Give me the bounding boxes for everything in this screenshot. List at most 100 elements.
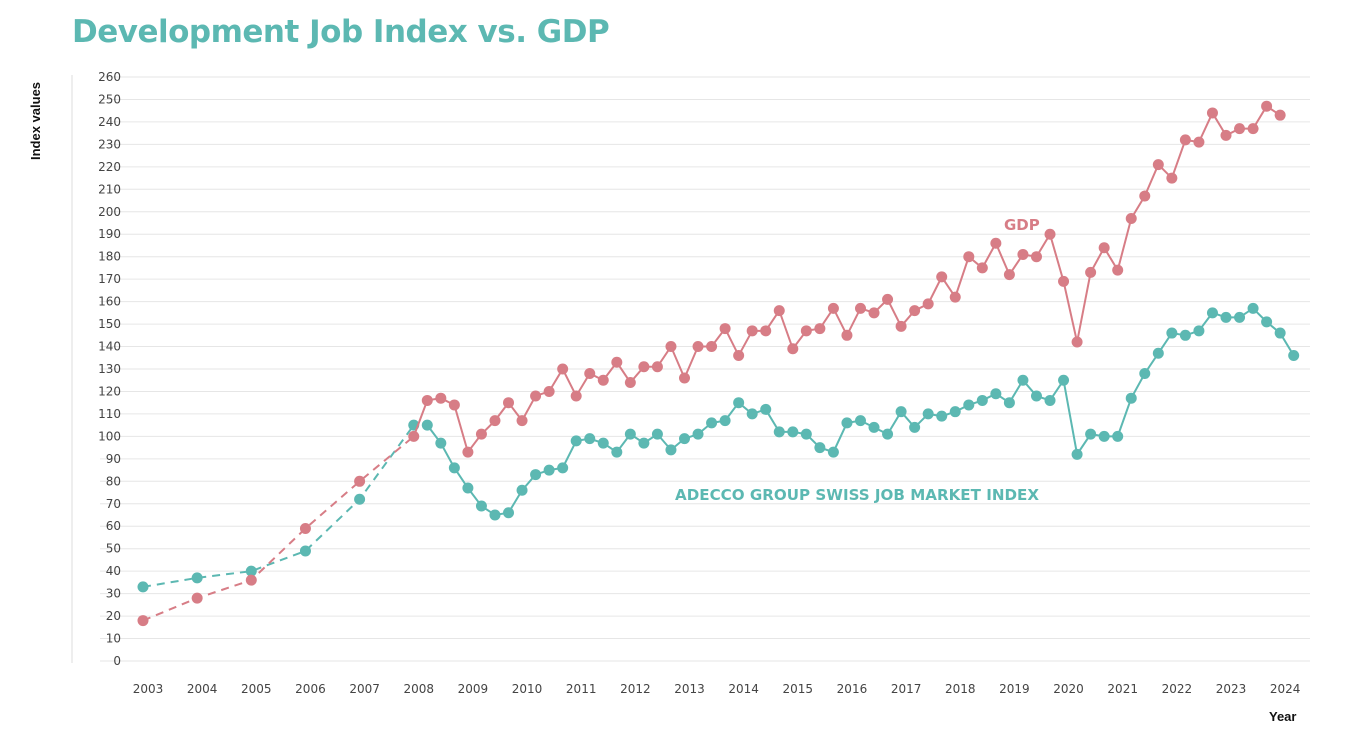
job-point — [1044, 394, 1056, 406]
job-point — [868, 421, 880, 433]
gdp-point — [719, 323, 731, 335]
job-point — [516, 484, 528, 496]
gdp-point — [435, 392, 447, 404]
job-point — [854, 415, 866, 427]
job-point — [719, 415, 731, 427]
gdp-point — [624, 376, 636, 388]
job-point — [909, 421, 921, 433]
gdp-point — [1044, 228, 1056, 240]
x-tick-label: 2013 — [674, 682, 705, 696]
job-point — [435, 437, 447, 449]
job-point — [1098, 430, 1110, 442]
job-point — [245, 565, 257, 577]
y-tick-label: 90 — [106, 452, 121, 466]
job-point — [1085, 428, 1097, 440]
job-point — [827, 446, 839, 458]
x-tick-label: 2022 — [1162, 682, 1193, 696]
x-tick-label: 2023 — [1216, 682, 1247, 696]
job-point — [1234, 311, 1246, 323]
job-point — [543, 464, 555, 476]
gdp-point — [679, 372, 690, 384]
gdp-point — [773, 305, 785, 317]
y-tick-label: 240 — [98, 115, 121, 129]
y-tick-label: 60 — [106, 519, 121, 533]
gdp-point — [854, 302, 866, 314]
y-tick-label: 50 — [106, 542, 121, 556]
gdp-point — [651, 361, 663, 373]
job-point — [760, 403, 772, 415]
job-point — [1179, 329, 1191, 341]
gdp-point — [530, 390, 542, 402]
x-tick-label: 2003 — [133, 682, 164, 696]
job-point — [692, 428, 704, 440]
gdp-point — [1017, 248, 1029, 260]
x-tick-label: 2012 — [620, 682, 651, 696]
job-point — [448, 462, 460, 474]
x-tick-label: 2009 — [458, 682, 489, 696]
job-point — [1017, 374, 1029, 386]
x-tick-label: 2016 — [837, 682, 868, 696]
y-tick-label: 30 — [106, 587, 121, 601]
job-point — [570, 435, 582, 447]
job-point — [841, 417, 853, 429]
gdp-point — [814, 323, 826, 335]
job-point — [800, 428, 812, 440]
job-point — [1139, 367, 1151, 379]
gdp-point — [1206, 107, 1218, 119]
job-point — [1261, 316, 1273, 328]
gdp-point — [868, 307, 880, 319]
y-tick-label: 140 — [98, 340, 121, 354]
job-point — [299, 545, 311, 557]
gdp-point — [516, 415, 528, 427]
y-tick-label: 110 — [98, 407, 121, 421]
job-point — [990, 388, 1002, 400]
x-tick-label: 2006 — [295, 682, 326, 696]
gdp-point — [1152, 159, 1164, 171]
x-tick-label: 2024 — [1270, 682, 1301, 696]
x-tick-label: 2021 — [1107, 682, 1138, 696]
job-point — [787, 426, 799, 438]
gdp-point — [882, 293, 894, 305]
job-point — [882, 428, 894, 440]
job-point — [1112, 430, 1124, 442]
job-point — [1274, 327, 1286, 339]
job-point — [1193, 325, 1205, 337]
grid-lines — [100, 76, 1310, 662]
gdp-point — [922, 298, 934, 310]
x-axis-ticks: 2003 2004 2005 2006 2007 2008 2009 2010 2011 2012… — [133, 682, 1301, 696]
job-point — [530, 469, 542, 481]
job-point — [611, 446, 623, 458]
chart-title: Development Job Index vs. GDP — [72, 14, 610, 50]
y-tick-label: 40 — [106, 564, 121, 578]
job-point — [557, 462, 569, 474]
gdp-point — [841, 329, 853, 341]
job-point — [191, 572, 203, 584]
job-point — [665, 444, 677, 456]
job-point — [597, 437, 609, 449]
gdp-point — [909, 305, 921, 317]
y-tick-label: 220 — [98, 160, 121, 174]
x-tick-label: 2017 — [891, 682, 922, 696]
job-point — [1003, 397, 1015, 409]
x-tick-label: 2011 — [566, 682, 597, 696]
y-tick-label: 200 — [98, 205, 121, 219]
gdp-point — [746, 325, 758, 337]
gdp-point — [936, 271, 948, 283]
gdp-point — [895, 320, 907, 332]
y-tick-label: 170 — [98, 272, 121, 286]
gdp-point — [1274, 109, 1286, 121]
job-point — [462, 482, 474, 494]
gdp-point — [570, 390, 582, 402]
x-tick-label: 2010 — [512, 682, 543, 696]
gdp-series-label: GDP — [1004, 216, 1040, 234]
gdp-point — [1085, 266, 1097, 278]
y-tick-label: 180 — [98, 250, 121, 264]
gdp-point — [760, 325, 772, 337]
job-point — [706, 417, 718, 429]
gdp-point — [1058, 275, 1070, 287]
gdp-point — [1234, 123, 1246, 135]
series-group — [137, 100, 1300, 627]
gdp-point — [1220, 129, 1232, 141]
x-tick-label: 2008 — [403, 682, 434, 696]
gdp-point — [475, 428, 487, 440]
